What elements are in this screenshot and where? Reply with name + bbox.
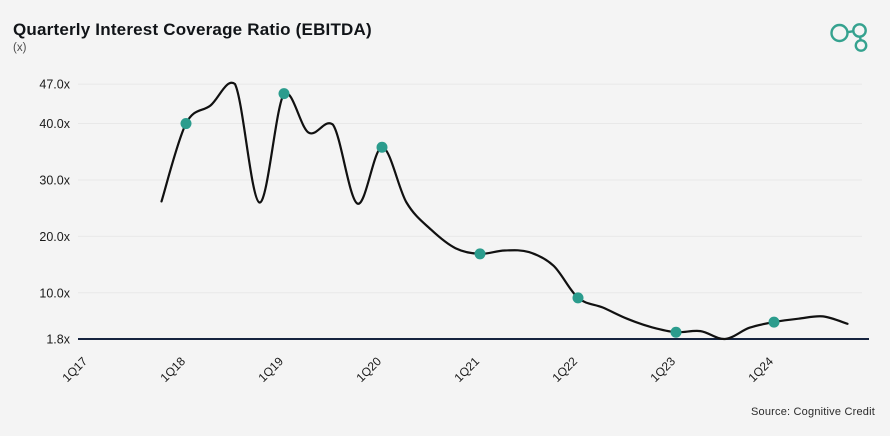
x-tick-label: 1Q23 — [647, 354, 678, 385]
x-tick-label: 1Q19 — [255, 354, 286, 385]
series-line — [160, 81, 849, 341]
chart-header: Quarterly Interest Coverage Ratio (EBITD… — [13, 20, 372, 54]
source-attribution: Source: Cognitive Credit — [750, 406, 875, 418]
y-tick-label: 1.8x — [46, 333, 70, 347]
data-point-marker[interactable] — [474, 248, 486, 260]
y-tick-label: 20.0x — [39, 230, 70, 244]
data-point-marker[interactable] — [180, 118, 192, 130]
x-tick-label: 1Q21 — [451, 354, 482, 385]
y-tick-label: 30.0x — [39, 173, 70, 187]
data-point-marker[interactable] — [278, 88, 290, 100]
y-tick-label: 10.0x — [39, 286, 70, 300]
x-tick-label: 1Q17 — [59, 354, 90, 385]
x-tick-label: 1Q20 — [353, 354, 384, 385]
y-tick-label: 40.0x — [39, 117, 70, 131]
x-tick-label: 1Q22 — [549, 354, 580, 385]
data-point-marker[interactable] — [768, 316, 780, 328]
data-point-marker[interactable] — [376, 141, 388, 153]
chart-unit-label: (x) — [13, 42, 27, 54]
y-tick-label: 47.0x — [39, 78, 70, 92]
x-tick-label: 1Q24 — [745, 354, 776, 385]
x-tick-label: 1Q18 — [157, 354, 188, 385]
chart-title: Quarterly Interest Coverage Ratio (EBITD… — [13, 20, 372, 39]
data-point-marker[interactable] — [572, 292, 584, 304]
data-point-marker[interactable] — [670, 326, 682, 338]
cognitive-credit-logo-icon — [830, 23, 868, 52]
